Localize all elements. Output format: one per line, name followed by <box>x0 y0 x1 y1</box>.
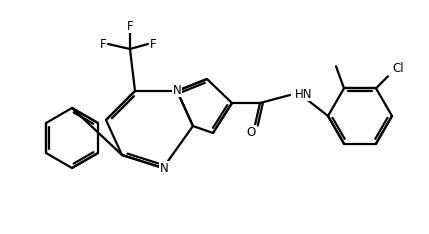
Text: F: F <box>127 19 133 33</box>
Text: F: F <box>150 37 156 51</box>
Text: O: O <box>246 125 256 139</box>
Text: F: F <box>100 37 106 51</box>
Text: N: N <box>160 161 168 175</box>
Text: N: N <box>172 84 181 96</box>
Text: Cl: Cl <box>392 62 404 75</box>
Text: HN: HN <box>295 88 312 100</box>
